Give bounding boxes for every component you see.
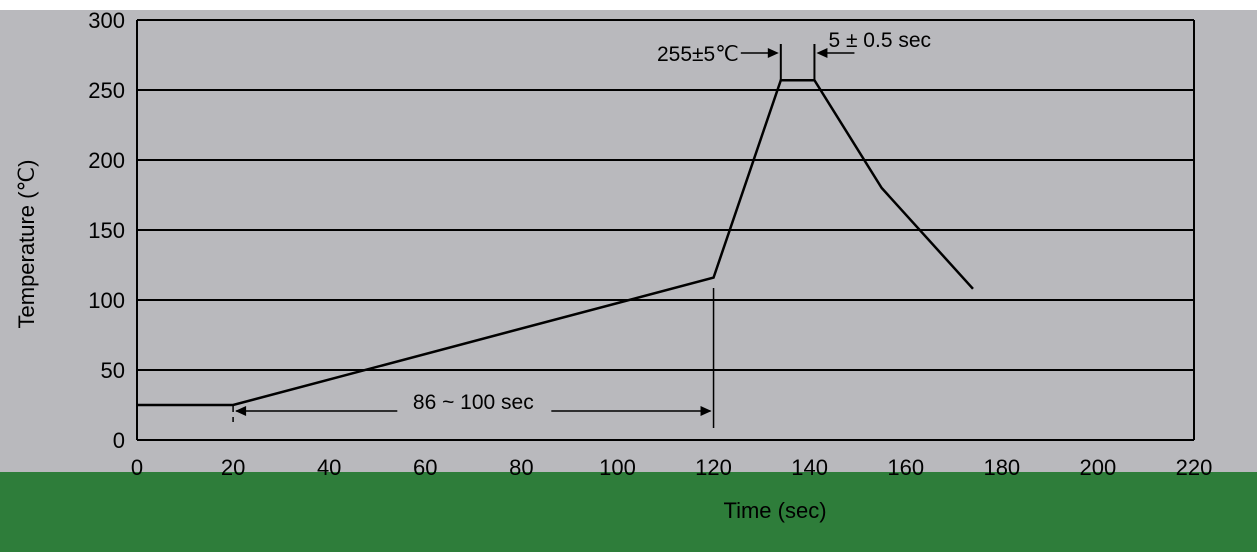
x-tick-labels: 0 20 40 60 80 100 120 140 160 180 200 220 [131, 455, 1212, 480]
x-tick-label-160: 160 [887, 455, 924, 480]
y-tick-label-200: 200 [88, 148, 125, 173]
x-tick-label-180: 180 [983, 455, 1020, 480]
preheat-arrow-left [235, 406, 247, 416]
x-tick-label-80: 80 [509, 455, 533, 480]
peak-temp-arrowhead [767, 48, 779, 58]
x-tick-label-120: 120 [695, 455, 732, 480]
y-tick-label-150: 150 [88, 218, 125, 243]
x-tick-label-40: 40 [317, 455, 341, 480]
x-tick-label-220: 220 [1176, 455, 1213, 480]
x-tick-label-200: 200 [1080, 455, 1117, 480]
y-tick-label-50: 50 [101, 358, 125, 383]
axes [136, 20, 1195, 441]
y-axis-title: Temperature (℃) [14, 160, 39, 329]
x-tick-label-20: 20 [221, 455, 245, 480]
annotations: 86 ~ 100 sec 255±5℃ 5 ± 0.5 sec [232, 29, 931, 428]
x-tick-label-140: 140 [791, 455, 828, 480]
preheat-label: 86 ~ 100 sec [413, 391, 534, 414]
y-tick-labels: 0 50 100 150 200 250 300 [88, 8, 125, 453]
x-tick-label-0: 0 [131, 455, 143, 480]
gridlines [137, 19, 1194, 371]
y-tick-label-0: 0 [113, 428, 125, 453]
y-tick-label-250: 250 [88, 78, 125, 103]
peak-time-label: 5 ± 0.5 sec [828, 29, 931, 52]
x-axis-title: Time (sec) [723, 498, 826, 523]
y-tick-label-100: 100 [88, 288, 125, 313]
x-tick-label-100: 100 [599, 455, 636, 480]
peak-time-arrowhead [816, 48, 828, 58]
y-tick-label-300: 300 [88, 8, 125, 33]
peak-temp-label: 255±5℃ [657, 43, 739, 66]
preheat-arrow-right [700, 406, 712, 416]
plot-background [0, 10, 1257, 472]
bottom-band [0, 472, 1257, 552]
x-tick-label-60: 60 [413, 455, 437, 480]
